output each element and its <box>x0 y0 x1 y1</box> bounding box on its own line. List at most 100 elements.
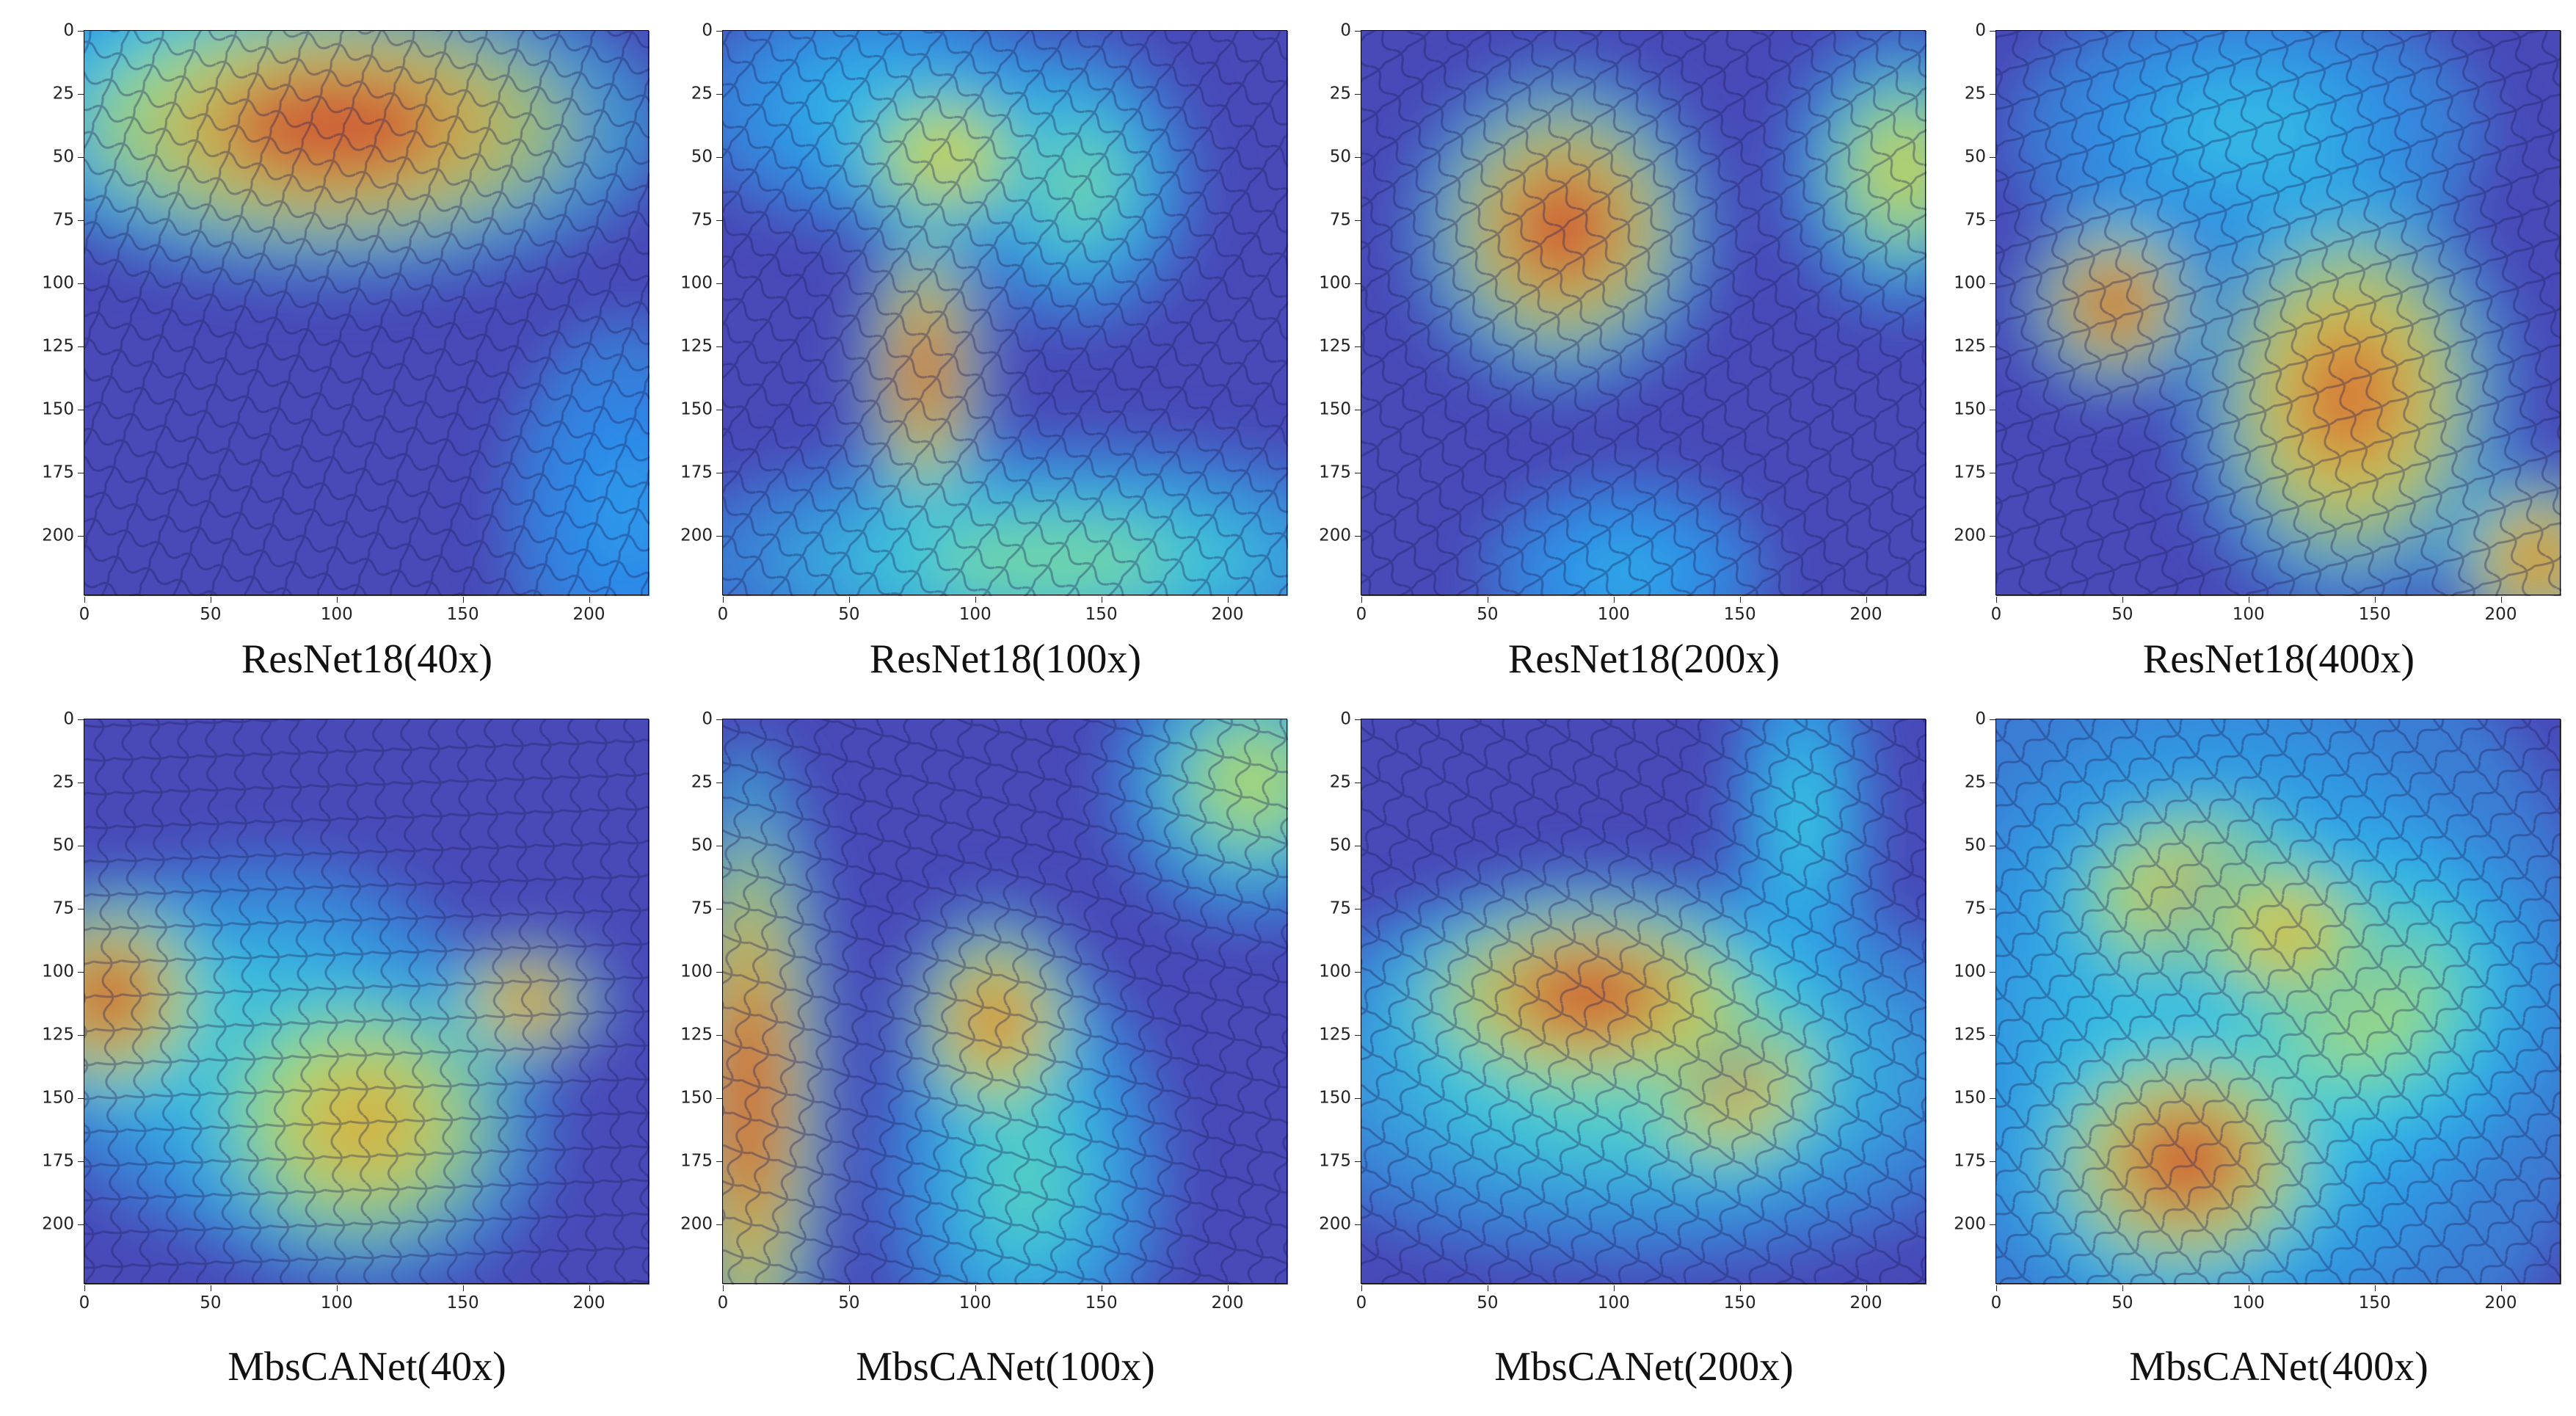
y-tick-label: 175 <box>1319 1151 1351 1171</box>
panel-caption: MbsCANet(400x) <box>2129 1344 2428 1390</box>
x-tick-label: 100 <box>2232 1293 2265 1312</box>
tissue-texture <box>723 31 1288 596</box>
y-tick-label: 150 <box>1319 399 1351 419</box>
y-tick-mark <box>716 535 722 537</box>
y-tick-label: 175 <box>42 462 74 482</box>
x-tick-label: 200 <box>2484 605 2517 624</box>
y-tick-label: 200 <box>1319 526 1351 545</box>
y-tick-mark <box>716 283 722 284</box>
x-tick-mark <box>1361 1285 1362 1291</box>
x-tick-mark <box>2122 597 2123 603</box>
y-tick-label: 0 <box>1340 709 1351 729</box>
y-tick-label: 75 <box>691 210 713 230</box>
x-tick-mark <box>723 597 724 603</box>
y-tick-label: 25 <box>691 772 713 792</box>
heatmap-image <box>1361 31 1926 596</box>
plot-frame <box>1361 719 1926 1284</box>
x-tick-label: 200 <box>1211 605 1244 624</box>
x-tick-label: 150 <box>2358 605 2391 624</box>
plot-frame <box>84 719 649 1284</box>
panel-caption: MbsCANet(200x) <box>1494 1344 1794 1390</box>
y-tick-mark <box>1355 535 1361 537</box>
x-tick-mark <box>462 597 464 603</box>
y-tick-mark <box>1990 346 1995 347</box>
x-tick-label: 0 <box>79 1293 90 1312</box>
x-tick-label: 100 <box>1597 1293 1630 1312</box>
y-tick-label: 100 <box>680 273 713 293</box>
y-tick-label: 100 <box>42 273 74 293</box>
y-tick-label: 200 <box>680 526 713 545</box>
y-tick-label: 25 <box>52 772 74 792</box>
y-tick-mark <box>1355 1034 1361 1036</box>
y-tick-label: 100 <box>1319 273 1351 293</box>
x-tick-mark <box>2500 1285 2502 1291</box>
x-tick-mark <box>84 597 85 603</box>
y-tick-mark <box>78 219 84 221</box>
y-tick-label: 150 <box>42 399 74 419</box>
y-tick-mark <box>716 31 722 32</box>
y-tick-mark <box>716 719 722 720</box>
x-tick-label: 50 <box>1477 1293 1499 1312</box>
x-tick-mark <box>336 597 338 603</box>
y-tick-label: 0 <box>702 709 713 729</box>
y-tick-label: 0 <box>63 21 74 40</box>
y-tick-mark <box>1355 1161 1361 1162</box>
y-tick-mark <box>78 535 84 537</box>
x-tick-label: 50 <box>200 605 222 624</box>
y-tick-mark <box>78 346 84 347</box>
x-tick-label: 200 <box>572 1293 605 1312</box>
y-tick-label: 200 <box>42 1214 74 1233</box>
x-tick-mark <box>1227 597 1229 603</box>
plot-frame <box>722 719 1287 1284</box>
tissue-texture <box>1361 719 1926 1285</box>
y-tick-label: 175 <box>680 462 713 482</box>
y-tick-mark <box>78 1034 84 1036</box>
heatmap-image <box>723 31 1288 596</box>
y-tick-label: 200 <box>1954 526 1986 545</box>
y-tick-label: 200 <box>680 1214 713 1233</box>
y-tick-label: 125 <box>1319 336 1351 356</box>
x-tick-mark <box>336 1285 338 1291</box>
y-tick-label: 100 <box>1954 962 1986 981</box>
x-tick-label: 0 <box>1990 1293 2002 1312</box>
x-tick-mark <box>462 1285 464 1291</box>
y-tick-label: 150 <box>1954 1088 1986 1108</box>
y-tick-mark <box>1990 535 1995 537</box>
x-tick-label: 150 <box>446 1293 479 1312</box>
y-tick-label: 25 <box>1329 84 1351 104</box>
plot-frame <box>1361 30 1926 595</box>
heatmap-image <box>1996 719 2561 1285</box>
y-tick-mark <box>1990 219 1995 221</box>
y-tick-label: 125 <box>1954 336 1986 356</box>
y-tick-mark <box>1990 1161 1995 1162</box>
y-tick-label: 25 <box>691 84 713 104</box>
x-tick-mark <box>1739 1285 1741 1291</box>
tissue-texture <box>1996 31 2561 596</box>
x-tick-mark <box>2374 1285 2376 1291</box>
x-tick-mark <box>723 1285 724 1291</box>
y-tick-label: 125 <box>1319 1025 1351 1045</box>
x-tick-mark <box>84 1285 85 1291</box>
y-tick-label: 75 <box>691 898 713 918</box>
x-tick-mark <box>1613 597 1615 603</box>
x-tick-mark <box>1613 1285 1615 1291</box>
y-tick-label: 50 <box>52 147 74 167</box>
panel-caption: ResNet18(400x) <box>2142 636 2415 682</box>
panel-caption: ResNet18(200x) <box>1507 636 1780 682</box>
x-tick-label: 0 <box>717 1293 729 1312</box>
panel-caption: ResNet18(40x) <box>241 636 493 682</box>
y-tick-label: 0 <box>1975 709 1986 729</box>
y-tick-mark <box>78 1161 84 1162</box>
y-tick-label: 0 <box>1340 21 1351 40</box>
y-tick-label: 100 <box>1954 273 1986 293</box>
y-tick-label: 150 <box>42 1088 74 1108</box>
y-tick-label: 50 <box>52 835 74 855</box>
y-tick-mark <box>78 971 84 973</box>
y-tick-label: 200 <box>1319 1214 1351 1233</box>
x-tick-label: 100 <box>958 605 992 624</box>
y-tick-mark <box>78 1224 84 1225</box>
y-tick-mark <box>716 1034 722 1036</box>
plot-frame <box>1995 719 2561 1284</box>
y-tick-mark <box>1990 971 1995 973</box>
y-tick-mark <box>1990 31 1995 32</box>
